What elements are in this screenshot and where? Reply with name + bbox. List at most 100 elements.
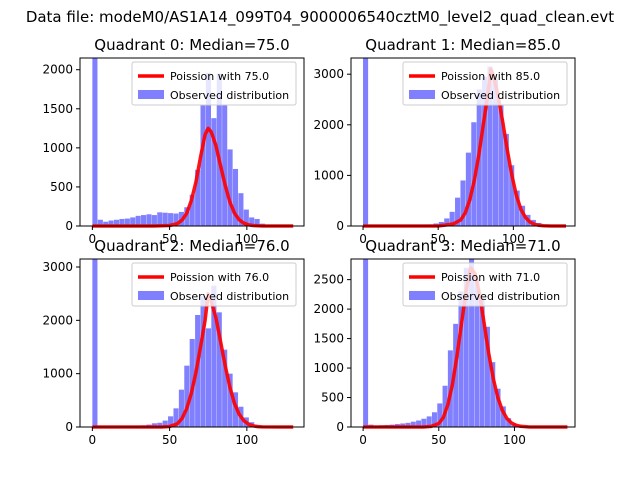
histogram-bar	[205, 328, 212, 427]
histogram-bar	[216, 73, 222, 227]
histogram-bar	[449, 211, 455, 226]
x-tick-label: 50	[431, 232, 446, 246]
histogram-bar	[205, 72, 212, 226]
histogram-bar	[400, 423, 406, 427]
y-tick-label: 2500	[313, 273, 344, 287]
y-axis: 0 500 1000 1500 2000 2500	[313, 273, 351, 434]
axes-spines	[79, 57, 305, 227]
legend: Poission with 76.0 Observed distribution	[131, 262, 297, 307]
histogram-bar	[442, 385, 448, 427]
histogram-bar	[130, 217, 136, 226]
histogram-bar	[469, 259, 475, 427]
histogram-bar	[254, 218, 260, 226]
histogram-bar	[227, 149, 233, 226]
histogram-bar	[168, 416, 174, 427]
histogram-bar	[216, 312, 222, 427]
y-tick-label: 0	[336, 219, 344, 233]
histogram-bar	[151, 215, 157, 226]
histogram-bar	[119, 218, 125, 226]
histogram-bar	[243, 209, 249, 226]
histogram-bar	[495, 388, 501, 427]
axes-spines	[350, 258, 576, 428]
y-axis: 0 1000 2000 3000	[42, 260, 80, 434]
histogram-bar	[484, 326, 490, 427]
x-tick-label: 50	[162, 232, 177, 246]
axes-frame	[79, 57, 305, 227]
histogram-bar	[426, 416, 432, 427]
histogram-bar	[249, 217, 255, 226]
legend-observed-swatch	[138, 291, 164, 300]
histogram-bar	[490, 362, 496, 427]
y-tick-label: 0	[336, 420, 344, 434]
histogram-bar	[363, 58, 369, 226]
histogram-bar	[503, 133, 509, 226]
histogram-bar	[97, 219, 103, 226]
legend: Poission with 85.0 Observed distribution	[402, 61, 568, 106]
histogram-bar	[465, 152, 471, 226]
poisson-line	[92, 291, 294, 429]
y-tick-label: 2000	[313, 302, 344, 316]
y-tick-label: 1500	[313, 332, 344, 346]
histogram-bar	[421, 418, 427, 427]
y-tick-label: 1000	[42, 141, 73, 155]
histogram-bar	[514, 190, 520, 226]
y-axis: 0 1000 2000 3000	[313, 67, 351, 233]
y-tick-label: 1000	[313, 361, 344, 375]
histogram-bar	[173, 213, 179, 226]
histogram-bar	[222, 104, 228, 226]
legend-box	[402, 61, 568, 106]
histogram-bar	[103, 221, 109, 226]
histogram-bar	[173, 408, 179, 427]
histogram-bar	[189, 194, 195, 226]
y-tick-label: 1500	[42, 102, 73, 116]
y-tick-label: 3000	[42, 260, 73, 274]
y-tick-label: 1000	[42, 367, 73, 381]
x-axis: 0 50 100	[359, 427, 526, 447]
histogram-bar	[200, 104, 206, 226]
legend-box	[402, 262, 568, 307]
histogram-bar	[222, 349, 228, 427]
histogram-bar	[492, 79, 499, 226]
x-tick-label: 0	[89, 232, 97, 246]
figure-title: Data file: modeM0/AS1A14_099T04_90000065…	[26, 8, 614, 27]
histogram-bar	[509, 165, 515, 226]
axes-frame	[79, 258, 305, 428]
histogram-bar	[463, 267, 469, 427]
legend-observed-swatch	[409, 291, 435, 300]
histogram-bar	[500, 406, 506, 427]
histogram-bar	[460, 180, 466, 226]
subplot-quadrant-0: Quadrant 0: Median=75.0 0 50 100 0 500 1000 1…	[42, 36, 305, 246]
y-tick-label: 500	[321, 391, 344, 405]
histogram-bar	[458, 291, 464, 427]
y-tick-label: 2000	[313, 118, 344, 132]
histogram-bar	[363, 259, 369, 427]
legend-poisson-label: Poission with 75.0	[170, 70, 269, 83]
histogram-bar	[184, 207, 190, 226]
histogram-bar	[184, 365, 190, 427]
legend-observed-swatch	[409, 90, 435, 99]
histogram-bar	[108, 220, 114, 226]
histogram-bar	[238, 193, 244, 226]
y-tick-label: 500	[50, 180, 73, 194]
x-tick-label: 100	[503, 433, 526, 447]
x-axis: 0 50 100	[89, 427, 258, 447]
y-tick-label: 2000	[42, 313, 73, 327]
subplot-title-quadrant-3: Quadrant 3: Median=71.0	[365, 237, 560, 255]
histogram-bar	[168, 213, 174, 226]
y-axis: 0 500 1000 1500 2000	[42, 63, 80, 233]
histogram-bar	[455, 197, 461, 226]
histogram-bar	[416, 420, 422, 427]
x-tick-label: 0	[359, 232, 367, 246]
x-tick-label: 100	[502, 232, 525, 246]
subplot-quadrant-2: Quadrant 2: Median=76.0 0 50 100 0 1000 2000…	[42, 237, 305, 447]
legend-observed-label: Observed distribution	[441, 89, 560, 102]
histogram-bar	[178, 389, 184, 427]
x-axis: 0 50 100	[359, 226, 525, 246]
legend-observed-label: Observed distribution	[441, 290, 560, 303]
histogram-bar	[157, 422, 163, 427]
axes-spines	[350, 57, 576, 227]
histogram-bar	[444, 218, 450, 226]
histogram-bar	[519, 205, 526, 226]
legend-poisson-label: Poission with 85.0	[441, 70, 540, 83]
